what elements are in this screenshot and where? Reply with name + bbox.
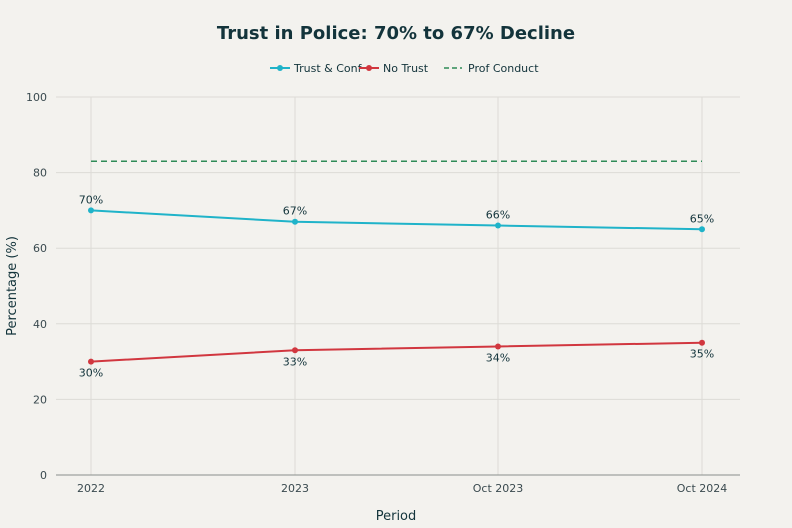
data-label: 66% <box>486 209 510 222</box>
legend-label: Prof Conduct <box>468 62 539 75</box>
data-label: 35% <box>690 348 714 361</box>
legend-item: Trust & Conf <box>270 62 363 75</box>
y-tick-label: 100 <box>26 91 47 104</box>
data-label: 34% <box>486 351 510 364</box>
legend: Trust & Conf No Trust Prof Conduct <box>270 62 539 75</box>
x-tick-label: 2023 <box>281 482 309 495</box>
legend-item: No Trust <box>359 62 429 75</box>
y-axis-label: Percentage (%) <box>5 236 20 336</box>
legend-label: Trust & Conf <box>293 62 363 75</box>
series-no-trust: 30% 33% 34% 35% <box>79 339 714 380</box>
data-point <box>292 218 298 225</box>
data-point <box>292 347 298 354</box>
data-label: 33% <box>283 355 307 368</box>
data-label: 30% <box>79 367 103 380</box>
y-tick-label: 0 <box>40 469 47 482</box>
legend-item: Prof Conduct <box>444 62 539 75</box>
data-point <box>495 343 501 350</box>
legend-marker <box>277 65 283 71</box>
data-label: 70% <box>79 193 103 206</box>
legend-marker <box>366 65 372 71</box>
y-tick-label: 20 <box>33 393 47 406</box>
x-tick-label: Oct 2023 <box>473 482 524 495</box>
data-point <box>88 358 94 365</box>
legend-label: No Trust <box>383 62 429 75</box>
data-point <box>699 339 705 346</box>
data-point <box>495 222 501 229</box>
data-label: 65% <box>690 212 714 225</box>
grid <box>56 96 740 475</box>
series-line <box>90 209 703 231</box>
axes: 0 20 40 60 80 100 2022 2023 Oct 2023 Oct 2024 <box>26 91 740 495</box>
series-line <box>90 341 703 363</box>
x-axis-label: Period <box>376 509 417 524</box>
chart-title: Trust in Police: 70% to 67% Decline <box>217 23 575 44</box>
data-point <box>699 226 705 233</box>
data-point <box>88 207 94 214</box>
series-trust-conf: 70% 67% 66% 65% <box>79 193 714 233</box>
x-tick-label: Oct 2024 <box>677 482 728 495</box>
y-tick-label: 40 <box>33 318 47 331</box>
data-label: 67% <box>283 205 307 218</box>
y-tick-label: 60 <box>33 242 47 255</box>
y-tick-label: 80 <box>33 167 47 180</box>
series: 70% 67% 66% 65% 30% 33% 34% 35% <box>79 160 714 380</box>
x-tick-label: 2022 <box>77 482 105 495</box>
